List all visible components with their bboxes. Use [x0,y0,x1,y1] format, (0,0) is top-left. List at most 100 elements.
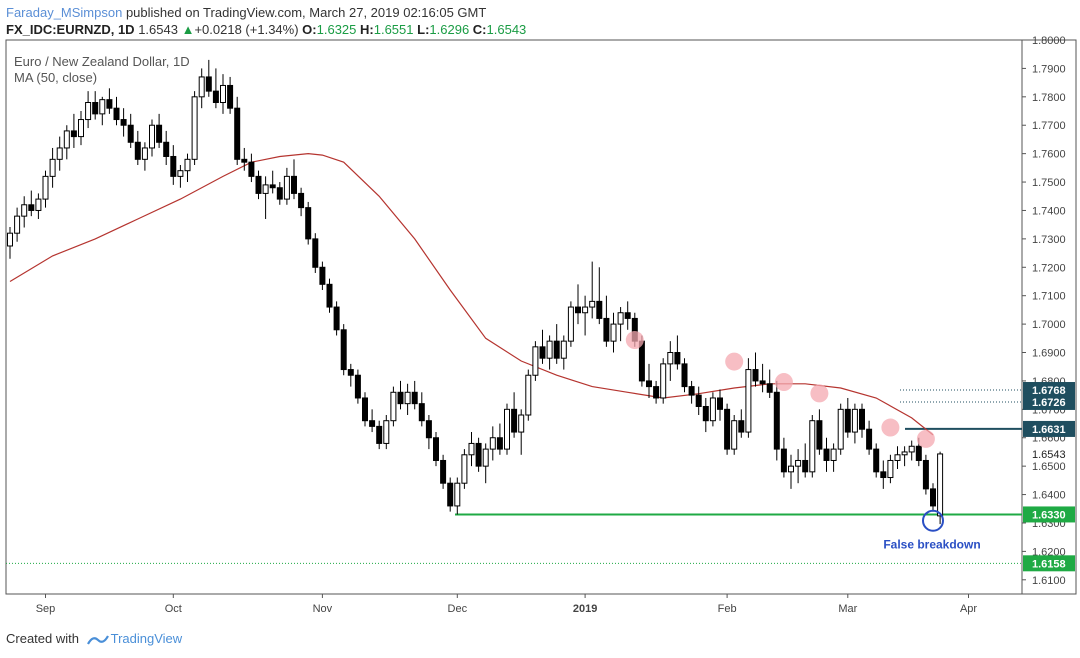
false-breakdown-circle [922,509,944,532]
candle-body [42,175,49,200]
candle-body [525,374,532,416]
candle [567,301,574,347]
candle-body [681,363,688,388]
candle [255,170,262,200]
candle-body [553,340,560,359]
low-label: L: [417,22,430,37]
candle-body [248,161,255,177]
current-price-label-bg [1023,445,1075,462]
up-arrow-icon: ▲ [181,22,195,37]
candle [362,392,368,427]
candle [859,403,865,438]
chart-title: Euro / New Zealand Dollar, 1D [14,54,190,69]
candle [674,335,681,370]
candle [241,147,248,171]
y-tick-label: 1.6900 [1032,348,1066,360]
candle-body [504,408,510,450]
symbol-label: FX_IDC:EURNZD, 1D [6,22,135,37]
candle [731,415,738,455]
candle [809,415,816,478]
candle-body [7,232,13,247]
candle [880,460,887,489]
level-price-label: 1.6158 [1032,558,1066,570]
candle [177,165,184,188]
candle-body [212,90,219,104]
candle [404,383,411,416]
candle-body [759,380,766,385]
candle [773,380,780,461]
candle-body [326,283,333,308]
candle [7,226,13,259]
candle-body [49,158,56,177]
tradingview-brand[interactable]: TradingView [110,631,183,646]
candle-body [255,175,262,194]
candle [617,307,624,342]
candle [28,190,35,217]
candle [695,386,702,416]
candle-body [823,448,830,461]
candle-body [603,317,610,342]
candle [901,446,908,467]
candle [468,432,475,467]
candle [596,267,603,325]
candle-body [425,420,432,439]
candle-body [276,187,283,200]
y-tick-label: 1.7900 [1032,63,1066,75]
candle-body [468,442,475,456]
candle-body [688,386,695,396]
candle-body [21,204,28,217]
candle [851,403,858,444]
candle [717,389,723,421]
candle [681,358,688,393]
level-price-label-bg [1023,506,1075,523]
candle [447,477,454,512]
candle-body [773,391,780,450]
author-link[interactable]: Faraday_MSimpson [6,5,123,20]
candle-body [177,170,184,177]
candle [234,96,241,166]
candle-body [851,408,858,433]
candle [759,363,766,393]
candle [653,380,660,404]
candle [788,454,794,489]
candle-body [283,175,290,200]
candle-body [92,102,99,115]
last-price: 1.6543 [138,22,178,37]
candle-body [397,391,404,405]
candle [262,176,269,219]
candle [42,170,49,208]
candle [326,278,333,313]
candle [92,91,99,120]
candle-body [170,155,177,177]
candle [127,113,134,148]
candle-body [305,207,312,240]
candle [49,147,56,188]
candle [354,369,361,404]
candle-body [780,448,787,473]
candle [496,423,503,455]
ohlc-line: FX_IDC:EURNZD, 1D 1.6543 ▲+0.0218 (+1.34… [6,21,526,38]
candle-body [674,352,681,365]
candle-body [575,306,581,314]
candle-body [539,346,546,359]
candle-body [191,96,198,160]
candle-body [937,453,944,517]
candle-body [617,312,624,325]
candle [63,125,70,160]
candle-body [482,448,489,467]
candle [837,403,844,455]
candle-body [205,76,212,92]
y-tick-label: 1.6400 [1032,490,1066,502]
candle [887,454,894,484]
candle [766,369,773,398]
candle [922,454,929,495]
candle-body [340,329,347,371]
x-tick-label: Feb [718,603,737,615]
candle-body [816,420,823,450]
candle-body [766,383,773,393]
candle-body [887,459,894,479]
candle [106,88,113,114]
candle-body [496,437,503,450]
candle-body [347,369,354,376]
